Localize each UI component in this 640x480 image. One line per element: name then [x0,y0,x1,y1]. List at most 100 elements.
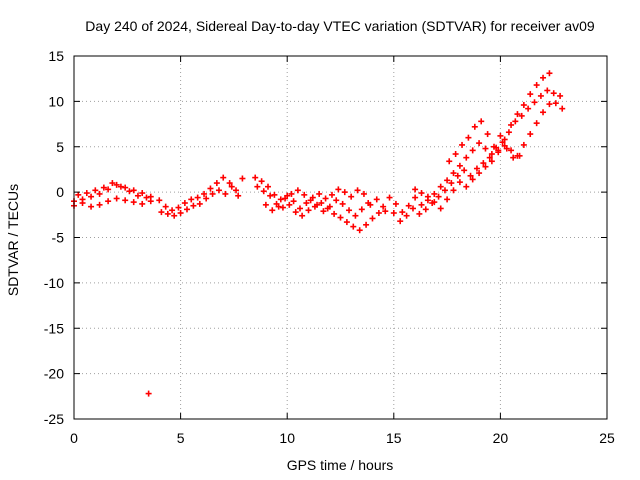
x-tick-label: 0 [70,430,78,446]
data-point [277,196,284,203]
data-point [525,105,532,112]
data-point [275,203,282,210]
data-point [527,91,534,98]
data-point [412,194,419,201]
data-point [448,180,455,187]
y-axis-title: SDTVAR / TECUs [5,184,21,296]
data-point [292,209,299,216]
axis-ticks [73,55,608,420]
data-point [134,192,141,199]
data-point [233,187,240,194]
data-point [488,151,495,158]
data-point [373,196,380,203]
data-point [235,192,242,199]
data-point [418,190,425,197]
data-point [337,214,344,221]
data-point [363,221,370,228]
data-point [331,210,338,217]
data-point [480,160,487,167]
y-tick-label: 10 [48,93,64,109]
data-point [222,190,229,197]
data-point [390,209,397,216]
data-point [188,196,195,203]
data-point [435,193,442,200]
data-point [422,206,429,213]
data-point [100,184,107,191]
data-point [380,203,387,210]
data-point [491,143,498,150]
chart-title: Day 240 of 2024, Sidereal Day-to-day VTE… [85,18,595,34]
data-point [465,134,472,141]
data-point [350,223,357,230]
data-point [461,167,468,174]
data-point [209,190,216,197]
data-point [499,139,506,146]
data-point [444,196,451,203]
data-point [228,183,235,190]
data-point [269,207,276,214]
data-point [484,131,491,138]
data-point [482,145,489,152]
data-point [177,209,184,216]
data-point [473,165,480,172]
data-point [482,163,489,170]
data-point [456,162,463,169]
data-point [546,70,553,77]
data-point [164,210,171,217]
data-point [505,129,512,136]
data-point [424,193,431,200]
data-point [360,190,367,197]
data-point [463,154,470,161]
data-point [175,204,182,211]
data-point [122,184,129,191]
data-point [143,194,150,201]
data-point [397,218,404,225]
x-tick-label: 10 [279,430,295,446]
data-point [478,118,485,125]
data-point [258,178,265,185]
data-point [520,102,527,109]
data-point [437,205,444,212]
data-point [105,198,112,205]
data-point [520,141,527,148]
data-point [226,180,233,187]
data-point [190,202,197,209]
y-tick-label: 0 [56,184,64,200]
data-point [117,183,124,190]
data-point [469,147,476,154]
data-point [130,199,137,206]
data-point [431,190,438,197]
x-tick-label: 25 [599,430,615,446]
data-point [471,123,478,130]
data-point [279,204,286,211]
data-point [488,158,495,165]
data-point [486,154,493,161]
data-point [467,172,474,179]
data-point [409,205,416,212]
data-points [71,70,566,397]
data-point [537,92,544,99]
data-point [326,203,333,210]
x-tick-labels: 0 5 10 15 20 25 [70,430,615,446]
y-tick-label: 15 [48,48,64,64]
data-point [215,187,222,194]
data-point [316,190,323,197]
data-point [196,200,203,207]
data-point [452,151,459,158]
data-point [158,209,165,216]
data-point [510,154,517,161]
data-point [544,87,551,94]
data-point [450,187,457,194]
data-point [333,197,340,204]
data-point [531,99,538,106]
data-point [262,201,269,208]
data-point [314,201,321,208]
data-point [252,174,259,181]
y-tick-label: -20 [44,366,64,382]
data-point [546,101,553,108]
data-point [405,202,412,209]
data-point [286,201,293,208]
x-tick-label: 15 [386,430,402,446]
data-point [386,194,393,201]
data-point [92,187,99,194]
